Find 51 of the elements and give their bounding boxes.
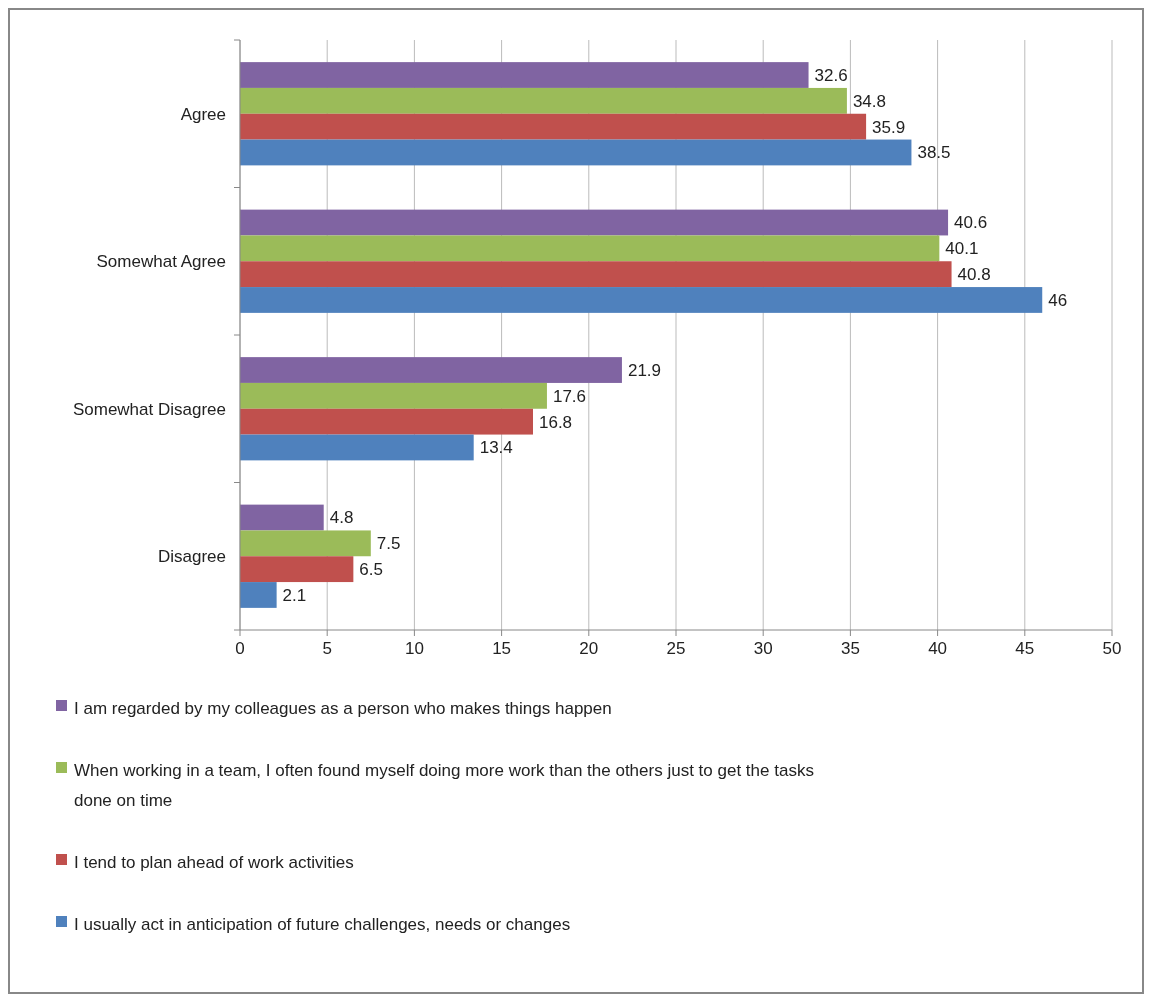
bar <box>240 530 371 557</box>
data-label: 46 <box>1048 290 1068 310</box>
legend-label: I am regarded by my colleagues as a person who makes things happen <box>74 698 612 718</box>
data-label: 4.8 <box>329 508 354 528</box>
bar <box>240 556 354 583</box>
bar <box>240 434 474 461</box>
x-tick-label: 10 <box>404 639 424 658</box>
legend-label: I tend to plan ahead of work activities <box>74 852 354 872</box>
x-tick-label: 30 <box>753 639 773 658</box>
data-label: 34.8 <box>852 91 887 111</box>
bar <box>240 357 622 383</box>
data-label: 32.6 <box>814 65 848 85</box>
y-tick-label: Disagree <box>157 547 226 567</box>
y-tick-label: Agree <box>180 104 226 124</box>
data-label: 40.1 <box>945 239 979 259</box>
bar <box>240 261 952 288</box>
data-label: 38.5 <box>917 143 951 163</box>
data-label: 40.8 <box>957 265 991 285</box>
bar <box>240 382 547 409</box>
x-tick-label: 0 <box>235 639 245 658</box>
bar <box>240 113 867 140</box>
x-tick-label: 35 <box>840 639 860 658</box>
data-label: 35.9 <box>872 117 906 137</box>
x-tick-label: 5 <box>322 639 332 658</box>
data-label: 17.6 <box>552 386 587 406</box>
x-tick-label: 45 <box>1015 639 1035 658</box>
data-label: 6.5 <box>359 560 383 580</box>
bar <box>240 287 1043 313</box>
x-tick-label: 40 <box>928 639 948 658</box>
bar <box>240 209 949 236</box>
data-label: 40.6 <box>954 213 988 233</box>
y-tick-label: Somewhat Agree <box>96 252 226 272</box>
bar <box>240 582 277 608</box>
bar <box>240 504 324 531</box>
bar <box>240 87 847 114</box>
data-label: 7.5 <box>376 534 401 554</box>
legend-label: When working in a team, I often found myself doing more work than the others just to get the tasks done on time <box>74 760 814 810</box>
y-tick-label: Somewhat Disagree <box>72 399 226 419</box>
bar <box>240 408 533 435</box>
legend-label: I usually act in anticipation of future challenges, needs or changes <box>74 914 571 934</box>
bar <box>240 235 940 262</box>
bar <box>240 62 809 88</box>
x-tick-label: 15 <box>492 639 512 658</box>
data-label: 13.4 <box>479 438 513 458</box>
data-label: 16.8 <box>538 412 573 432</box>
x-tick-label: 50 <box>1102 639 1122 658</box>
x-tick-label: 20 <box>579 639 599 658</box>
data-label: 21.9 <box>627 360 662 380</box>
x-tick-label: 25 <box>666 639 686 658</box>
bar <box>240 139 912 166</box>
data-label: 2.1 <box>282 585 307 605</box>
